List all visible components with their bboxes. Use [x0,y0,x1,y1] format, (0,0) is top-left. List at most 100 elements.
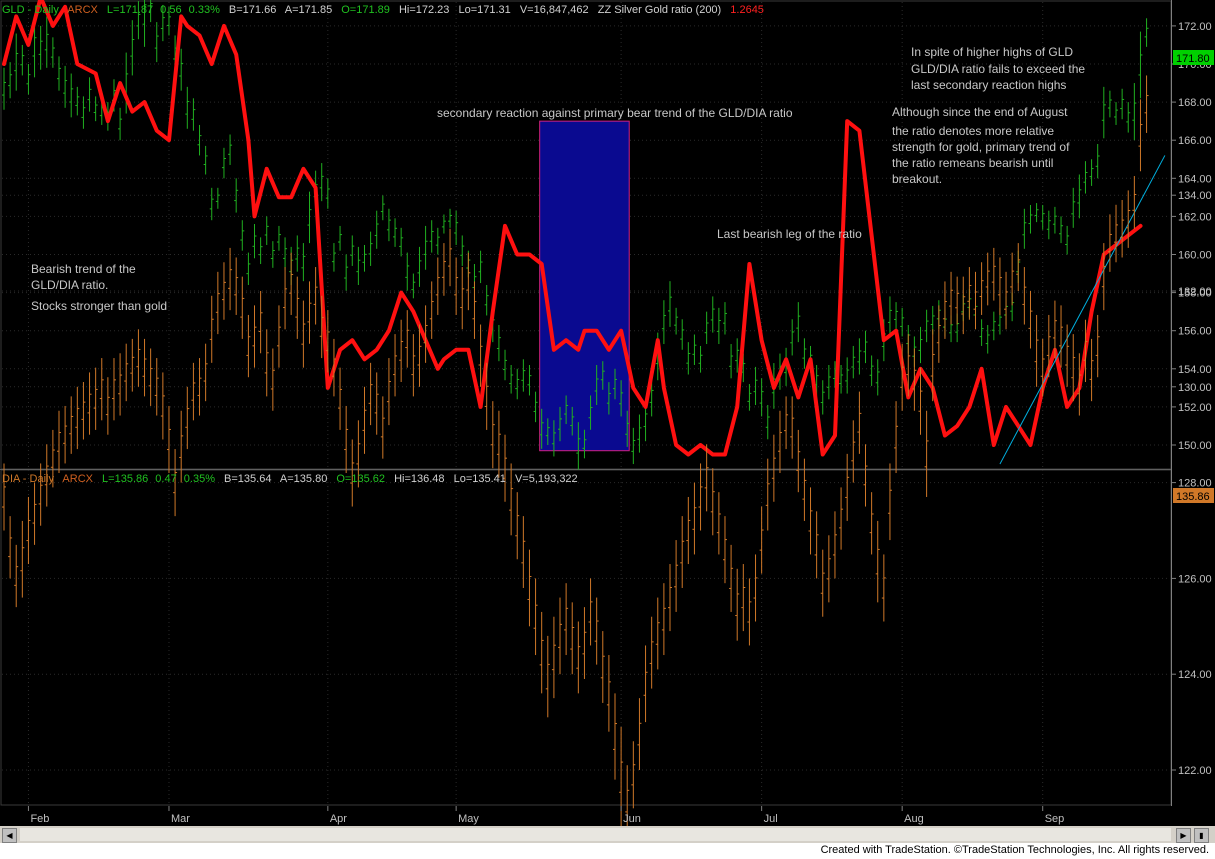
dia-ohlc-bar [729,544,734,612]
dia-ohlc-bar [1144,75,1149,133]
dia-ohlc-bar [50,429,55,488]
dia-ohlc-bar [997,257,1002,315]
gld-ohlc-bar [1083,161,1088,194]
scroll-track[interactable] [20,828,1171,841]
x-tick-label: Jun [623,813,641,825]
gld-symbol: GLD - Daily [2,4,59,16]
gld-ohlc-bar [338,225,343,251]
gld-ohlc-bar [918,326,923,364]
dia-ohlc-bar [20,520,25,598]
gld-ohlc-bar [1144,18,1149,47]
gld-ohlc-bar [258,237,263,265]
dia-ohlc-bar [784,396,789,450]
dia-bars [2,75,1149,838]
gld-ohlc-bar [350,235,355,266]
gld-ohlc-bar [613,368,617,400]
dia-ohlc-bar [777,410,782,474]
dia-change-pct: 0.35% [184,473,215,485]
dia-ohlc-bar [503,434,508,502]
dia-ohlc-bar [1132,176,1137,229]
gld-ohlc-bar [368,231,373,266]
dia-ohlc-bar [307,281,312,344]
dia-ohlc-bar [722,516,727,584]
annotation-line: breakout. [892,172,942,186]
gld-ohlc-bar [264,216,269,245]
scroll-right-icon[interactable]: ▶ [1176,828,1191,843]
x-tick-label: Sep [1045,813,1065,825]
gld-ohlc-bar [118,107,123,141]
dia-ohlc-bar [924,410,929,497]
dia-ohlc-bar [258,291,263,354]
dia-ohlc-bar [221,262,226,320]
dia-ohlc-bar [466,252,471,311]
gld-ohlc-bar [839,364,844,394]
dia-ohlc-bar [301,300,306,368]
dia-ohlc-bar [490,401,495,469]
gld-ohlc-bar [863,330,868,364]
dia-ohlc-bar [741,564,746,632]
gld-ohlc-bar [423,225,428,270]
dia-ohlc-bar [448,228,453,287]
dia-ohlc-bar [796,429,801,493]
dia-ohlc-bar [270,348,275,411]
dia-ohlc-bar [710,468,715,536]
gld-ohlc-bar [545,418,550,445]
gld-ohlc-bar [1077,174,1082,219]
gld-ohlc-bar [246,252,251,285]
gld-ohlc-bar [606,382,611,415]
gld-ohlc-bar [1059,216,1064,244]
dia-ohlc-bar [179,410,184,483]
gld-ohlc-bar [753,366,758,405]
gld-ohlc-bar [50,37,55,68]
dia-ohlc-bar [405,310,410,368]
horizontal-scrollbar[interactable]: ◀ ▶ ▮ [0,826,1215,843]
gld-ohlc-bar [148,0,153,23]
gld-ohlc-bar [8,62,13,99]
scroll-left-icon[interactable]: ◀ [2,828,17,843]
dia-ohlc-bar [105,377,110,435]
gld-ohlc-bar [576,422,581,470]
dia-ohlc-bar [753,554,758,622]
dia-ohlc-bar [1101,243,1106,311]
footer-bar: Created with TradeStation. ©TradeStation… [0,843,1215,859]
gld-ohlc-bar [588,395,593,430]
dia-ohlc-bar [283,267,288,330]
gld-ohlc-bar [93,96,98,122]
dia-ohlc-bar [386,358,391,426]
annotation-line: strength for gold, primary trend of [892,140,1070,154]
zoom-icon[interactable]: ▮ [1194,828,1209,843]
dia-ohlc-bar [747,578,752,646]
gld-high: Hi=172.23 [399,4,449,16]
dia-ohlc-bar [276,305,281,368]
gld-bid: B=171.66 [229,4,276,16]
highlight-layer [539,120,630,452]
y-tick-label-dia: 130.00 [1178,382,1212,394]
dia-ohlc-bar [906,334,911,397]
dia-ohlc-bar [148,348,153,406]
gld-ohlc-bar [14,33,19,91]
footer-credit: Created with TradeStation. ©TradeStation… [820,844,1209,856]
dia-ohlc-bar [423,305,428,363]
date-axis: Feb Mar Apr May Jun Jul Aug Sep [27,806,1065,825]
gld-ohlc-bar [667,281,672,327]
annotation-line: the ratio denotes more relative [892,124,1054,138]
gld-ohlc-bar [692,334,697,365]
gld-ohlc-bar [1138,31,1143,99]
gld-ask: A=171.85 [285,4,332,16]
x-tick-label: Jul [764,813,778,825]
gld-ohlc-bar [521,359,526,392]
dia-ohlc-bar [56,410,61,474]
dia-ohlc-bar [295,276,300,339]
dia-ohlc-bar [887,463,892,541]
dia-ohlc-bar [967,267,972,320]
dia-ohlc-bar [399,319,404,383]
dia-ohlc-bar [869,492,874,555]
gld-ohlc-bar [1040,204,1045,230]
dia-ohlc-bar [716,492,721,555]
dia-ohlc-bar [331,338,336,397]
dia-ohlc-bar [1004,271,1009,330]
annotation-line: secondary reaction against primary bear … [437,106,793,120]
dia-ohlc-bar [991,247,996,301]
gld-ohlc-bar [1028,204,1033,234]
dia-ohlc-bar [246,314,251,378]
